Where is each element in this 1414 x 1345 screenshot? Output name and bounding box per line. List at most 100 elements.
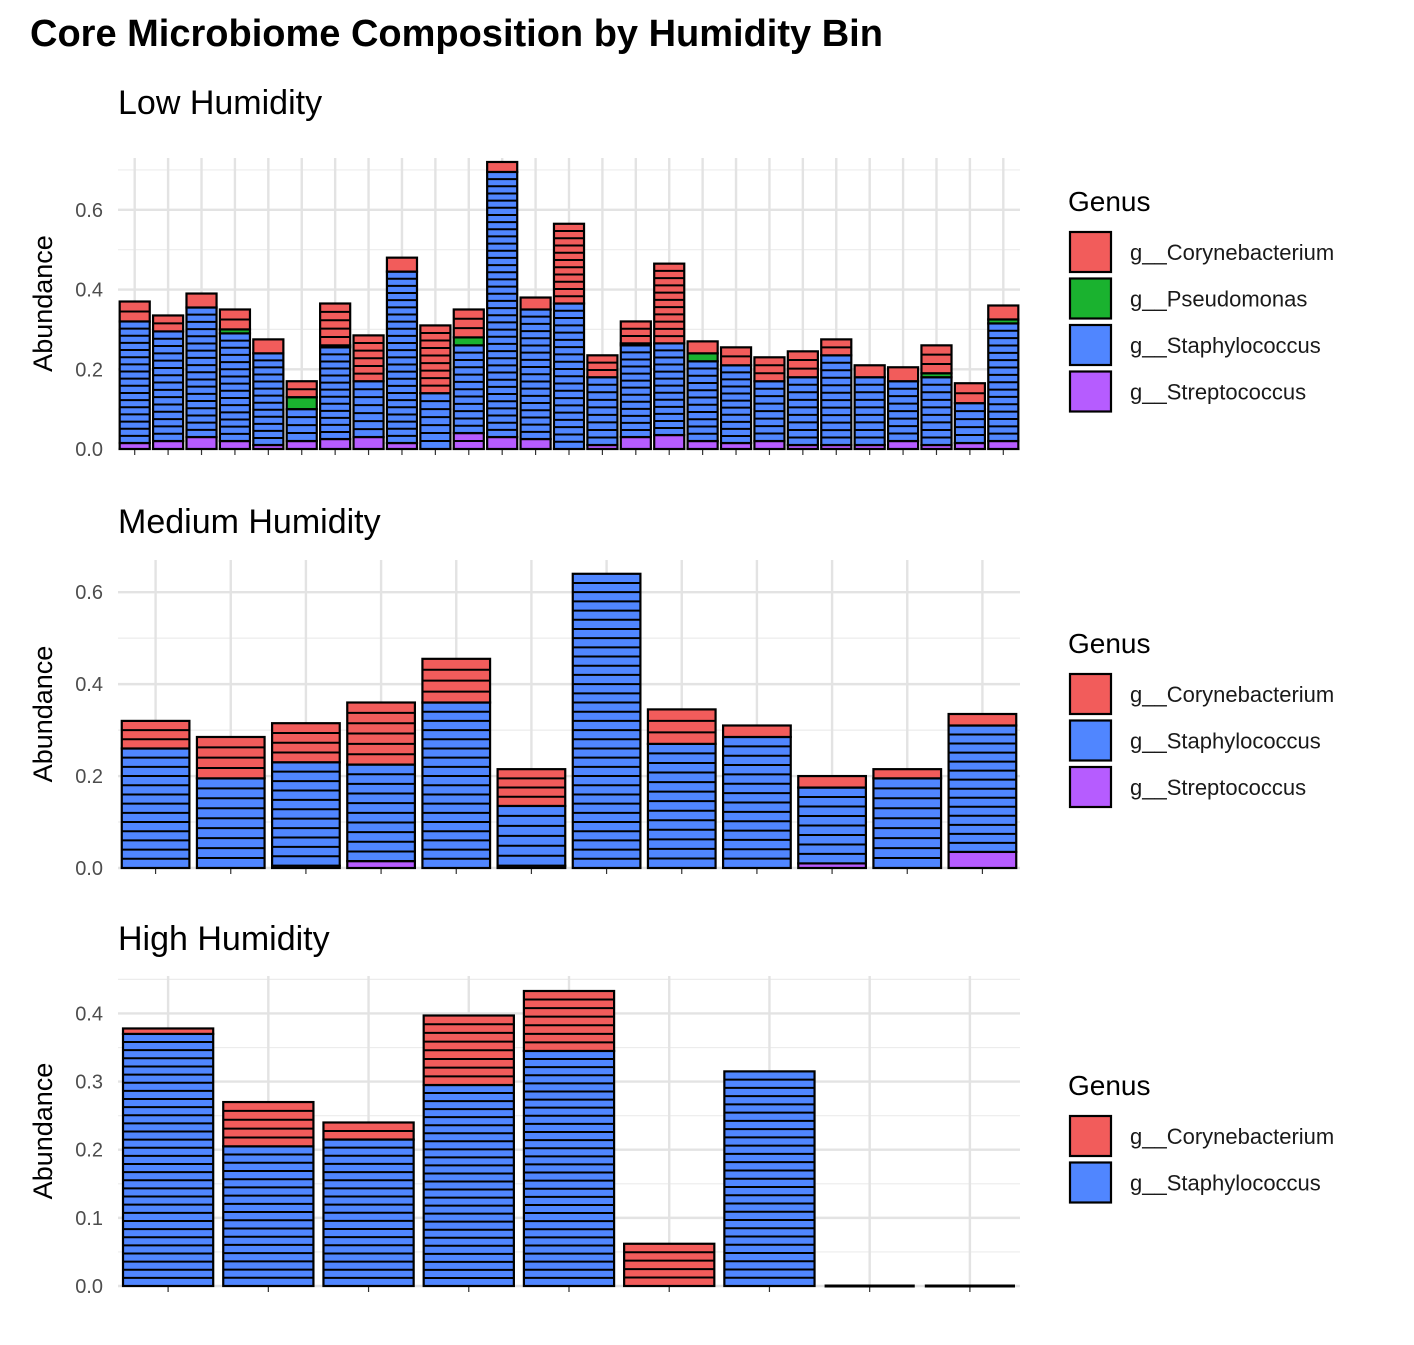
bar-6 [571, 572, 642, 870]
bar-segment-staphylococcus [121, 1032, 215, 1288]
bar-5 [623, 1242, 716, 1288]
bar-segment-corynebacterium [947, 712, 1018, 727]
bar-segment-staphylococcus [686, 360, 719, 443]
bar-segment-streptococcus [352, 435, 385, 451]
legend-label: g__Streptococcus [1130, 775, 1306, 800]
legend: Genus g__Corynebacterium g__Staphylococcus… [1068, 628, 1334, 809]
bar-segment-streptococcus [218, 439, 252, 451]
legend-key-corynebacterium [1068, 230, 1113, 274]
y-tick-label: 0.4 [75, 674, 103, 696]
bar-1 [222, 1100, 315, 1288]
bar-11 [486, 160, 519, 451]
bar-26 [987, 304, 1020, 451]
bar-segment-corynebacterium [120, 719, 191, 750]
bar-segment-streptococcus [519, 437, 552, 451]
bar-segment-streptococcus [653, 433, 686, 451]
bar-segment-staphylococcus [872, 777, 943, 870]
y-tick-label: 0.2 [75, 359, 103, 381]
bar-14 [586, 354, 619, 451]
legend-label: g__Pseudomonas [1130, 287, 1307, 312]
bar-segment-corynebacterium [686, 340, 719, 355]
bar-segment-corynebacterium [653, 262, 686, 345]
bar-segment-staphylococcus [786, 376, 819, 447]
bar-6 [723, 1070, 816, 1288]
bar-segment-corynebacterium [121, 1027, 215, 1036]
bar-segment-corynebacterium [786, 350, 819, 379]
bar-segment-staphylococcus [619, 344, 652, 439]
panel-title: Low Humidity [118, 84, 322, 122]
bar-segment-corynebacterium [721, 724, 792, 739]
bar-4 [252, 338, 285, 451]
bar-segment-staphylococcus [270, 761, 341, 867]
bar-segment-staphylococcus [218, 332, 252, 443]
panel-title: High Humidity [118, 920, 330, 958]
bar-segment-staphylococcus [422, 1083, 515, 1288]
bar-segment-staphylococcus [953, 402, 987, 445]
bar-19 [753, 356, 786, 451]
legend-label: g__Corynebacterium [1130, 1124, 1334, 1149]
bar-segment-corynebacterium [319, 302, 352, 347]
legend-title: Genus [1068, 1070, 1151, 1101]
y-axis-label: Abundance [28, 646, 58, 783]
bar-7 [646, 708, 717, 870]
legend-key-pseudomonas [1068, 277, 1113, 320]
y-tick-label: 0.2 [75, 766, 103, 788]
legend: Genus g__Corynebacterium g__Staphylococcus [1068, 1070, 1334, 1204]
bar-segment-staphylococcus [222, 1145, 315, 1288]
y-axis-label: Abundance [28, 235, 58, 372]
bar-0 [121, 1027, 215, 1288]
bar-segment-corynebacterium [886, 366, 920, 383]
bar-segment-corynebacterium [753, 356, 786, 383]
legend-key-corynebacterium [1068, 1114, 1113, 1158]
y-tick-label: 0.4 [75, 1003, 103, 1025]
bar-3 [422, 1014, 515, 1288]
bar-segment-staphylococcus [319, 346, 352, 441]
bar-segment-staphylococcus [352, 380, 385, 439]
bar-21 [820, 338, 853, 451]
bar-2 [322, 1121, 415, 1288]
bar-segment-pseudomonas [686, 352, 719, 363]
y-tick-label: 0.0 [75, 439, 103, 461]
bar-segment-staphylococcus [118, 320, 151, 445]
bar-segment-streptococcus [319, 437, 352, 451]
y-tick-label: 0.2 [75, 1140, 103, 1162]
bar-segment-streptococcus [619, 435, 652, 451]
bar-segment-corynebacterium [419, 324, 452, 395]
legend-label: g__Staphylococcus [1130, 1171, 1321, 1196]
bar-segment-corynebacterium [385, 256, 419, 273]
bar-segment-staphylococcus [920, 376, 953, 447]
bar-segment-pseudomonas [452, 336, 485, 347]
figure-title: Core Microbiome Composition by Humidity … [30, 13, 883, 55]
bar-segment-staphylococcus [419, 392, 452, 451]
bar-5 [496, 768, 567, 870]
y-tick-label: 0.6 [75, 582, 103, 604]
legend-label: g__Staphylococcus [1130, 333, 1321, 358]
bar-24 [920, 344, 953, 451]
bar-segment-corynebacterium [797, 774, 868, 789]
bar-10 [872, 768, 943, 870]
bar-segment-streptococcus [285, 439, 318, 451]
bar-18 [719, 346, 753, 451]
bar-segment-corynebacterium [519, 296, 552, 311]
bar-segment-corynebacterium [623, 1242, 716, 1288]
legend: Genus g__Corynebacterium g__Pseudomonas g__… [1068, 186, 1334, 413]
bar-segment-streptococcus [987, 439, 1020, 451]
bar-segment-corynebacterium [252, 338, 285, 355]
bar-13 [552, 222, 586, 451]
bar-10 [452, 308, 485, 451]
bar-8 [721, 724, 792, 870]
legend-label: g__Streptococcus [1130, 380, 1306, 405]
bar-segment-staphylococcus [586, 376, 619, 447]
bar-9 [797, 774, 868, 870]
bar-segment-corynebacterium [552, 222, 586, 305]
bar-segment-streptococcus [886, 439, 920, 451]
bar-segment-corynebacterium [522, 989, 616, 1053]
legend-key-staphylococcus [1068, 1161, 1113, 1204]
bar-5 [285, 380, 318, 451]
bar-segment-staphylococcus [151, 330, 185, 443]
bar-segment-corynebacterium [987, 304, 1020, 321]
bar-segment-corynebacterium [486, 160, 519, 174]
legend-title: Genus [1068, 186, 1151, 217]
bar-segment-streptococcus [185, 435, 218, 451]
